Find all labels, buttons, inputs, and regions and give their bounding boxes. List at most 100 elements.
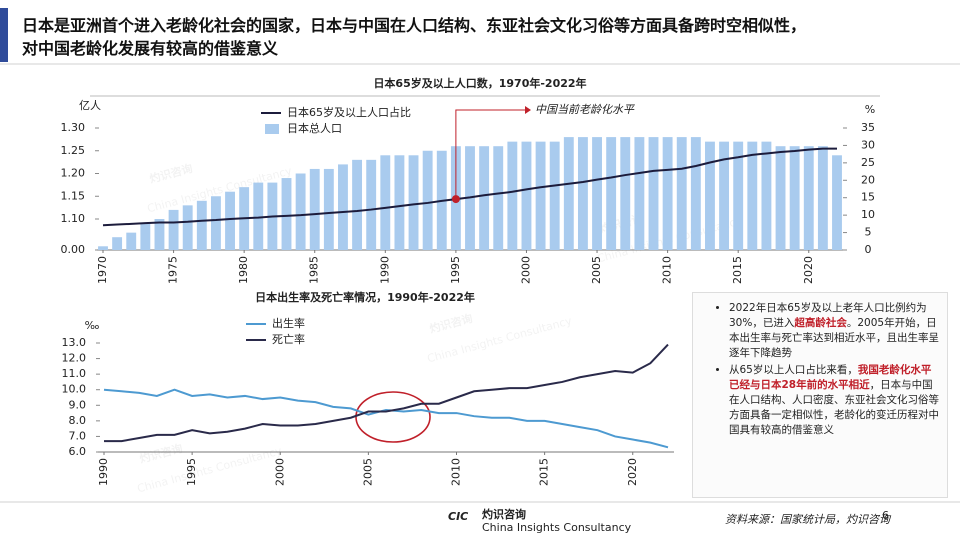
- bar: [366, 159, 377, 250]
- bar: [154, 219, 165, 250]
- bar: [761, 141, 772, 250]
- bar: [210, 196, 221, 250]
- x-tick-label: 2010: [661, 256, 674, 284]
- bar: [422, 150, 433, 250]
- y-tick-label: 1.20: [61, 167, 86, 180]
- note-text: 从65岁以上人口占比来看，: [729, 364, 858, 376]
- note-item: 2022年日本65岁及以上老年人口比例约为30%，已进入超高龄社会。2005年开…: [729, 301, 939, 361]
- bar: [662, 137, 673, 250]
- x-tick-label: 2000: [519, 256, 532, 284]
- legend-label: 日本65岁及以上人口占比: [287, 105, 411, 119]
- bar: [747, 141, 758, 250]
- y-tick-label: 6.0: [69, 445, 87, 458]
- bar: [733, 141, 744, 250]
- bar: [253, 182, 264, 250]
- bar: [577, 137, 588, 250]
- x-tick-label: 2015: [731, 256, 744, 284]
- bar: [789, 146, 800, 250]
- y2-tick-label: 15: [861, 191, 875, 204]
- y2-tick-label: 35: [861, 121, 875, 134]
- y-tick-label: 12.0: [62, 352, 87, 365]
- chart-title: 日本65岁及以上人口数，1970年-2022年: [373, 76, 586, 90]
- x-tick-label: 1995: [185, 458, 198, 486]
- bar: [676, 137, 687, 250]
- annotation-text: 中国当前老龄化水平: [535, 103, 635, 116]
- bar: [606, 137, 617, 250]
- bar: [196, 200, 207, 250]
- note-item: 从65岁以上人口占比来看，我国老龄化水平已经与日本28年前的水平相近，日本与中国…: [729, 363, 939, 438]
- series-line: [102, 147, 837, 227]
- x-tick-label: 2020: [626, 458, 639, 486]
- y-tick-label: 10.0: [62, 383, 87, 396]
- note-text: 我国老龄化水平已经与日本28年前的水平相近: [729, 364, 932, 391]
- header-title: 日本是亚洲首个进入老龄化社会的国家，日本与中国在人口结构、东亚社会文化习俗等方面…: [22, 16, 807, 35]
- x-tick-label: 1990: [378, 256, 391, 284]
- bar: [225, 191, 235, 250]
- bar: [281, 178, 292, 250]
- y-axis-label: ‰: [85, 319, 100, 332]
- x-tick-label: 1990: [97, 458, 110, 486]
- bar: [817, 146, 828, 250]
- bar: [563, 137, 574, 250]
- y-axis-label: 亿人: [79, 99, 101, 112]
- bar: [112, 237, 123, 250]
- note-text: ，日本与中国在人口结构、人口密度、东亚社会文化习俗等方面具备一定相似性，老龄化的…: [729, 379, 939, 436]
- legend-label: 日本总人口: [287, 121, 342, 135]
- source: 资料来源：国家统计局，灼识咨询: [725, 513, 892, 526]
- y2-tick-label: 30: [861, 138, 875, 151]
- bar: [832, 155, 842, 250]
- bar: [690, 137, 701, 250]
- y-tick-label: 1.25: [61, 144, 86, 157]
- bar: [648, 137, 659, 250]
- y-tick-label: 0.00: [61, 243, 86, 256]
- x-tick-label: 1975: [167, 256, 180, 284]
- bar: [394, 155, 405, 250]
- bar: [634, 137, 645, 250]
- bar: [140, 223, 151, 250]
- y2-tick-label: 25: [861, 156, 875, 169]
- y2-tick-label: 0: [865, 243, 872, 256]
- annotation-arrow: [525, 106, 531, 114]
- y-tick-label: 1.15: [61, 189, 86, 202]
- bar: [323, 168, 334, 250]
- bar: [182, 205, 193, 250]
- legend-label: 出生率: [272, 316, 305, 330]
- series-line: [103, 388, 669, 449]
- y-tick-label: 13.0: [62, 336, 87, 349]
- bar: [705, 141, 715, 250]
- logo-name: 灼识咨询: [482, 507, 526, 521]
- x-tick-label: 2015: [538, 458, 551, 486]
- watermark: 灼识咨询: [148, 161, 194, 186]
- note-text: 2022年日本65岁及以上老年人口比例约为30%，已进入: [729, 302, 927, 329]
- x-tick-label: 1970: [96, 256, 109, 284]
- bar: [309, 168, 320, 250]
- bar: [168, 209, 179, 250]
- legend-label: 死亡率: [272, 332, 305, 346]
- bar: [479, 146, 490, 250]
- logo-en: China Insights Consultancy: [482, 521, 632, 534]
- note-text: 超高龄社会: [794, 317, 847, 329]
- bar: [352, 159, 363, 250]
- notes-list: 2022年日本65岁及以上老年人口比例约为30%，已进入超高龄社会。2005年开…: [717, 301, 939, 438]
- x-tick-label: 2000: [273, 458, 286, 486]
- bar: [535, 141, 546, 250]
- bar: [592, 137, 602, 250]
- y-tick-label: 7.0: [69, 429, 87, 442]
- x-tick-label: 1980: [237, 256, 250, 284]
- x-tick-label: 1995: [449, 256, 462, 284]
- header-bar: [0, 8, 8, 62]
- bar: [408, 155, 419, 250]
- y2-tick-label: 20: [861, 173, 875, 186]
- x-tick-label: 2010: [450, 458, 463, 486]
- bar: [493, 146, 504, 250]
- page-number: 6: [882, 509, 889, 522]
- bar: [98, 246, 108, 250]
- header-title: 对中国老龄化发展有较高的借鉴意义: [22, 39, 279, 58]
- y-tick-label: 11.0: [62, 367, 87, 380]
- bar: [719, 141, 730, 250]
- y-tick-label: 1.30: [61, 121, 86, 134]
- bar: [521, 141, 532, 250]
- bar: [803, 146, 814, 250]
- annotation-leader: [455, 109, 525, 200]
- logo-mark: CIC: [448, 510, 468, 523]
